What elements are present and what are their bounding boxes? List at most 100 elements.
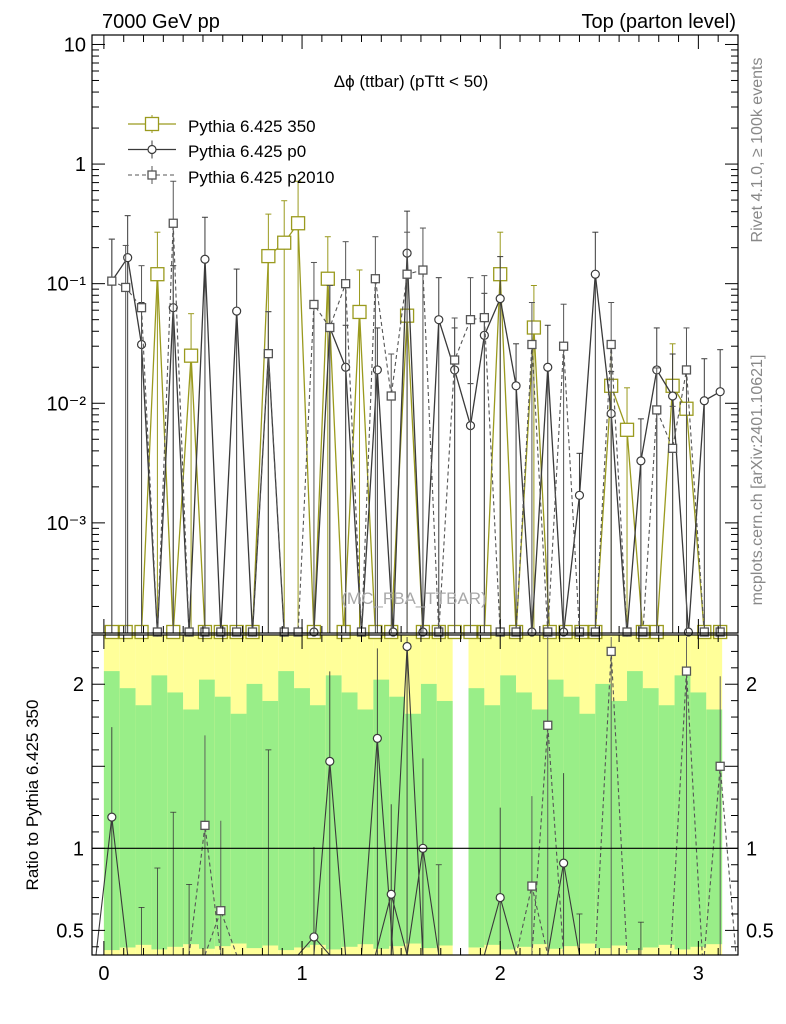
plot-frames xyxy=(91,34,739,956)
legend-marker-0 xyxy=(144,116,160,132)
ratio-point-0 xyxy=(559,858,569,868)
data-point-0 xyxy=(183,348,199,363)
band-green xyxy=(341,692,358,947)
band-green xyxy=(278,671,295,951)
band-green xyxy=(151,675,168,950)
ratio-point-1 xyxy=(681,666,692,676)
x-tick-label: 1 xyxy=(296,963,307,985)
zero-point-2 xyxy=(152,627,163,637)
zero-point-2 xyxy=(622,627,632,637)
band-green xyxy=(642,688,659,948)
band-green xyxy=(484,705,501,945)
ratio-y-tick-label-right: 0.5 xyxy=(746,920,774,942)
data-point-2 xyxy=(558,341,569,351)
ratio-y-tick-label-left: 0.5 xyxy=(56,920,84,942)
legend-label-p0: Pythia 6.425 p0 xyxy=(188,142,306,161)
data-point-2 xyxy=(168,218,178,228)
header-right: Top (parton level) xyxy=(581,11,736,33)
data-point-2 xyxy=(418,265,428,275)
data-point-2 xyxy=(121,282,131,293)
zero-point-2 xyxy=(216,627,226,637)
data-point-1 xyxy=(434,315,444,325)
data-point-1 xyxy=(232,306,242,316)
y-tick-label: 1 xyxy=(75,154,86,176)
legend-label-350: Pythia 6.425 350 xyxy=(188,117,316,136)
band-green xyxy=(611,700,628,946)
band-green xyxy=(468,688,485,948)
data-point-2 xyxy=(370,274,381,284)
header-left: 7000 GeV pp xyxy=(102,11,220,33)
data-point-2 xyxy=(325,322,335,333)
data-point-1 xyxy=(372,365,382,375)
data-point-2 xyxy=(263,348,274,359)
band-green xyxy=(500,675,517,950)
ratio-point-0 xyxy=(372,733,382,743)
x-tick-label: 2 xyxy=(495,963,506,985)
zero-point-2 xyxy=(699,627,709,637)
band-green xyxy=(214,696,231,947)
ratio-y-tick-label-left: 1 xyxy=(73,838,84,860)
main-plot-frame xyxy=(91,34,739,634)
data-point-0 xyxy=(352,304,367,320)
ratio-point-1 xyxy=(216,906,226,916)
data-point-1 xyxy=(543,362,553,372)
chart-text: 7000 GeV pp Top (parton level) Δϕ (ttbar… xyxy=(23,11,774,985)
main-plot-title: Δϕ (ttbar) (pTtt < 50) xyxy=(334,72,489,91)
ratio-point-1 xyxy=(527,881,537,891)
y-tick-label: 10 xyxy=(64,34,86,56)
band-green xyxy=(230,713,247,944)
y-tick-label: 10⁻² xyxy=(47,393,87,415)
ratio-point-0 xyxy=(309,932,319,942)
data-point-2 xyxy=(681,365,692,375)
x-tick-label: 3 xyxy=(693,963,704,985)
data-point-1 xyxy=(590,269,600,279)
data-point-2 xyxy=(652,405,662,415)
zero-point-2 xyxy=(184,627,194,637)
ratio-point-0 xyxy=(495,892,505,903)
band-green xyxy=(674,675,691,950)
data-point-2 xyxy=(527,339,537,350)
data-point-0 xyxy=(277,235,292,250)
band-green xyxy=(579,713,596,944)
data-point-2 xyxy=(606,339,616,350)
ratio-point-1 xyxy=(606,646,616,657)
band-green xyxy=(262,700,279,946)
y-tick-label: 10⁻³ xyxy=(47,513,87,535)
data-point-0 xyxy=(320,271,335,286)
band-green xyxy=(547,679,564,949)
data-point-1 xyxy=(511,381,521,391)
band-green xyxy=(199,679,215,949)
x-tick-label: 0 xyxy=(98,963,109,985)
data-point-2 xyxy=(107,276,117,286)
band-green xyxy=(531,709,548,945)
band-green xyxy=(167,692,184,947)
series-line-2 xyxy=(111,223,721,634)
legend-marker-1 xyxy=(147,144,157,155)
y-tick-label: 10⁻¹ xyxy=(47,274,87,296)
data-point-2 xyxy=(479,312,490,323)
band-green xyxy=(183,709,200,945)
band-green xyxy=(420,683,437,949)
data-point-2 xyxy=(465,315,476,325)
ratio-uncertainty-bands xyxy=(103,635,723,955)
band-green xyxy=(246,683,263,949)
band-green xyxy=(135,705,152,945)
data-point-2 xyxy=(667,443,678,453)
band-green xyxy=(516,692,532,947)
ratio-y-tick-label-right: 1 xyxy=(746,838,757,860)
data-point-0 xyxy=(290,216,306,231)
data-point-0 xyxy=(150,267,165,282)
band-green xyxy=(658,705,675,945)
ratio-point-1 xyxy=(715,761,725,771)
data-point-1 xyxy=(574,490,585,500)
data-point-2 xyxy=(449,355,460,365)
band-green xyxy=(595,683,612,949)
data-point-2 xyxy=(386,391,396,401)
ratio-y-axis-label: Ratio to Pythia 6.425 350 xyxy=(23,700,42,891)
data-point-1 xyxy=(495,294,505,304)
zero-point-2 xyxy=(200,627,210,637)
zero-point-2 xyxy=(279,627,289,637)
band-green xyxy=(357,709,374,945)
data-point-1 xyxy=(200,254,210,264)
